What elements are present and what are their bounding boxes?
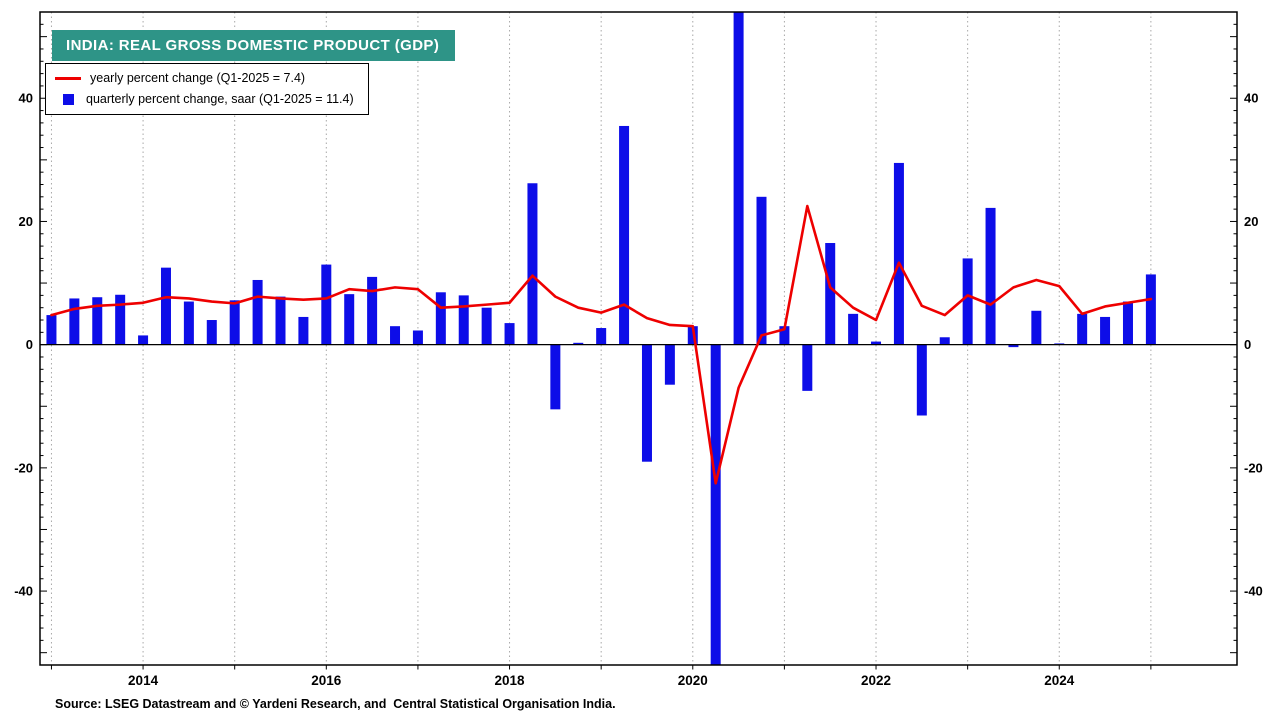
yearly-line: [50, 204, 1153, 485]
y-axis-label-left: -40: [14, 584, 33, 599]
quarterly-bar: [619, 125, 630, 345]
quarterly-bar: [573, 342, 584, 345]
quarterly-bar: [1031, 310, 1042, 345]
quarterly-bar: [1145, 274, 1156, 345]
chart-title: INDIA: REAL GROSS DOMESTIC PRODUCT (GDP): [52, 30, 456, 61]
legend-item-yearly: yearly percent change (Q1-2025 = 7.4): [55, 71, 354, 85]
x-axis-label: 2020: [678, 673, 708, 688]
quarterly-bar: [458, 295, 469, 345]
y-axis-label-left: 20: [19, 214, 33, 229]
quarterly-bar: [596, 328, 607, 345]
quarterly-bar: [229, 300, 240, 345]
x-axis-label: 2024: [1044, 673, 1075, 688]
quarterly-bar: [435, 292, 446, 345]
y-axis-label-left: 40: [19, 91, 33, 106]
quarterly-bar: [550, 344, 561, 410]
quarterly-bar: [1008, 344, 1019, 348]
quarterly-bar: [1077, 313, 1088, 345]
quarterly-bar: [825, 243, 836, 345]
source-note: Source: LSEG Datastream and © Yardeni Re…: [55, 697, 616, 711]
quarterly-bar: [367, 276, 378, 345]
quarterly-bar: [848, 313, 859, 345]
legend-label-quarterly: quarterly percent change, saar (Q1-2025 …: [86, 92, 354, 106]
quarterly-bar: [985, 207, 996, 345]
quarterly-bar: [183, 301, 194, 345]
quarterly-bar: [1122, 301, 1133, 345]
quarterly-bar: [275, 296, 286, 345]
quarterly-bar: [710, 344, 721, 665]
quarterly-bar: [504, 323, 515, 345]
quarterly-bar: [321, 264, 332, 345]
quarterly-bar: [344, 294, 355, 345]
quarterly-bar: [641, 344, 652, 462]
y-axis-label-right: 40: [1244, 91, 1258, 106]
quarterly-bar: [138, 335, 149, 345]
y-axis-label-left: -20: [14, 460, 33, 475]
quarterly-bar: [252, 279, 263, 345]
quarterly-bar: [206, 320, 217, 345]
x-axis-label: 2022: [861, 673, 891, 688]
quarterly-bar: [69, 298, 80, 345]
quarterly-bar: [893, 162, 904, 345]
quarterly-bar: [390, 326, 401, 345]
quarterly-bar: [481, 307, 492, 345]
quarterly-bar: [412, 330, 423, 345]
y-axis-label-left: 0: [26, 337, 33, 352]
quarterly-bar: [664, 344, 675, 385]
quarterly-bar: [527, 183, 538, 345]
quarterly-bar: [1054, 343, 1065, 345]
legend-label-yearly: yearly percent change (Q1-2025 = 7.4): [90, 71, 306, 85]
x-axis-label: 2014: [128, 673, 159, 688]
y-axis-label-right: -20: [1244, 460, 1263, 475]
quarterly-bar: [46, 315, 57, 345]
quarterly-bar: [962, 258, 973, 345]
quarterly-bar: [298, 316, 309, 345]
quarterly-bar: [939, 337, 950, 345]
quarterly-bar: [802, 344, 813, 391]
x-axis-label: 2018: [495, 673, 526, 688]
quarterly-bar: [115, 294, 126, 345]
x-axis-label: 2016: [311, 673, 342, 688]
chart-legend: yearly percent change (Q1-2025 = 7.4) qu…: [45, 63, 369, 115]
quarterly-bar: [160, 267, 171, 345]
quarterly-bar: [756, 196, 767, 345]
blue-square-swatch-icon: [63, 93, 74, 105]
quarterly-bar: [92, 297, 103, 345]
red-line-swatch-icon: [55, 76, 81, 80]
quarterly-bar: [687, 326, 698, 345]
y-axis-label-right: -40: [1244, 584, 1263, 599]
quarterly-bar: [779, 326, 790, 345]
y-axis-label-right: 20: [1244, 214, 1258, 229]
y-axis-label-right: 0: [1244, 337, 1251, 352]
plot-frame: [39, 11, 1238, 666]
legend-item-quarterly: quarterly percent change, saar (Q1-2025 …: [55, 92, 354, 106]
quarterly-bar: [871, 341, 882, 345]
quarterly-bar: [916, 344, 927, 416]
quarterly-bar: [1100, 316, 1111, 345]
quarterly-bar: [733, 12, 744, 345]
